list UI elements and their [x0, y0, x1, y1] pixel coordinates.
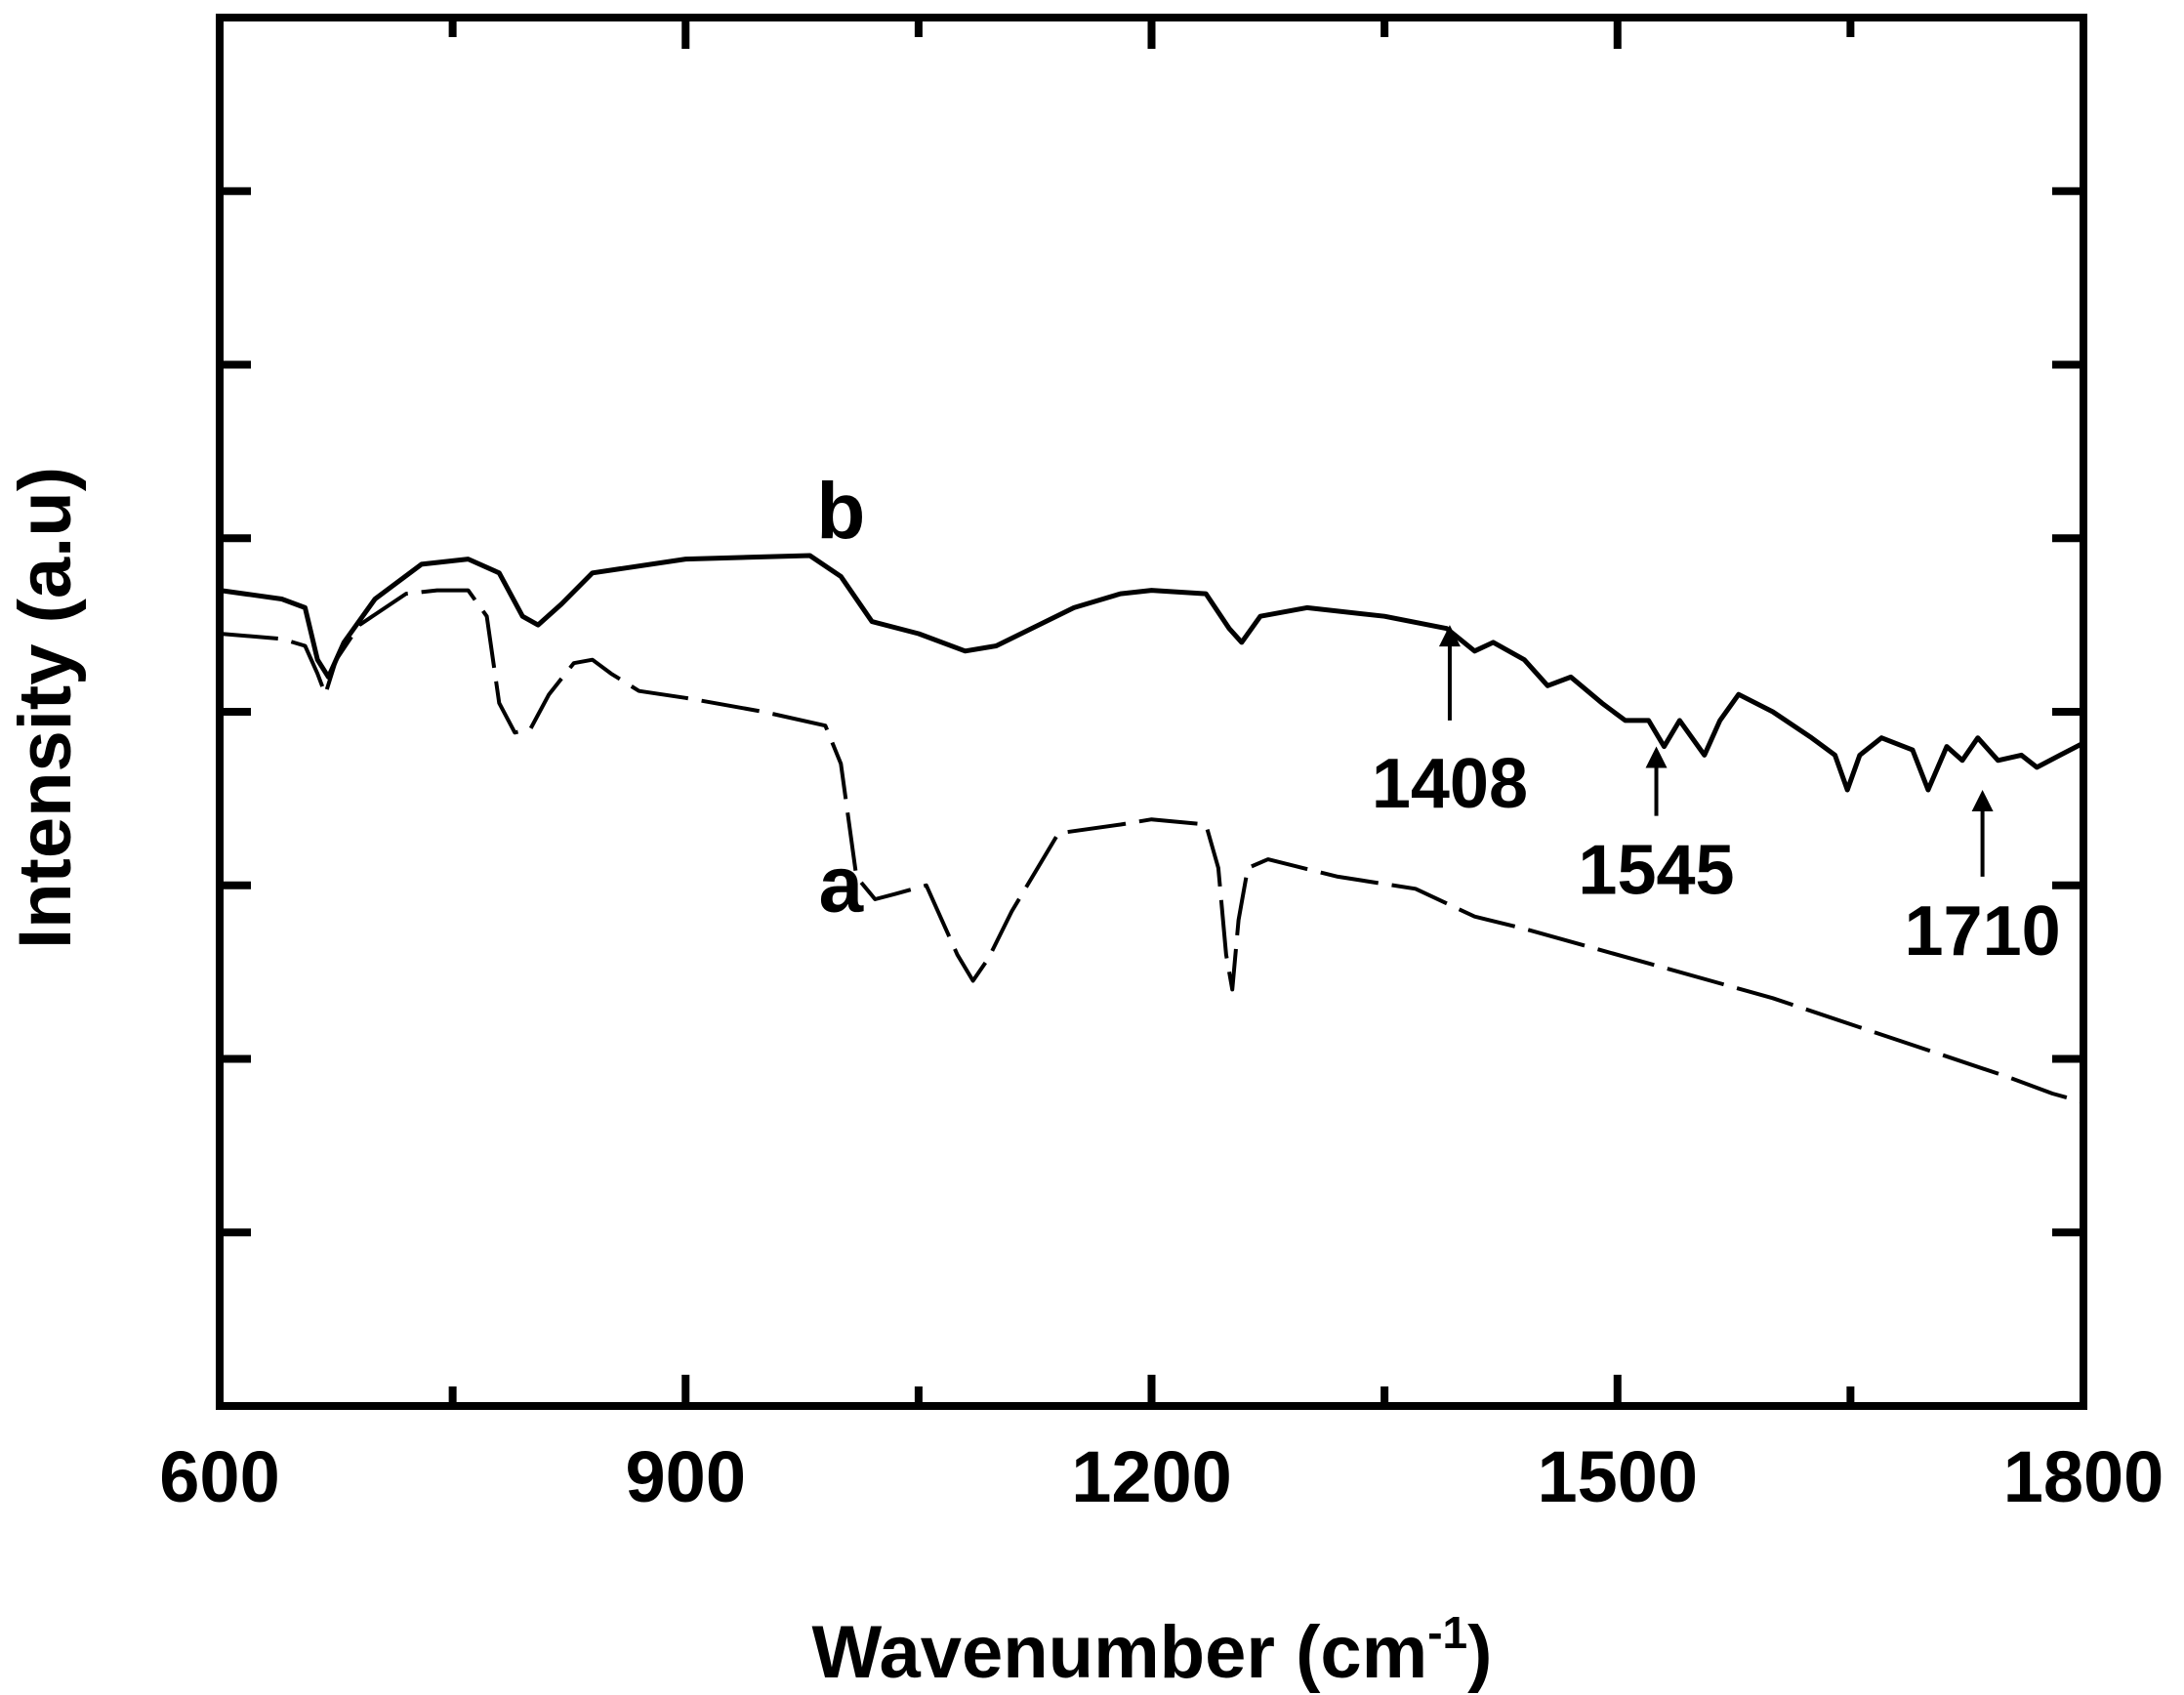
x-tick-label: 1500 [1537, 1436, 1698, 1517]
x-axis-title-main: Wavenumber (cm [812, 1611, 1428, 1694]
annotation-label: 1545 [1578, 832, 1734, 910]
annotation-layer: 1408 1545 1710 [1372, 625, 2061, 971]
axis-ticks [216, 18, 2087, 1406]
x-axis-title-sup: -1 [1427, 1607, 1467, 1658]
y-axis-title: Intensity (a.u) [4, 467, 87, 949]
annotation-arrow-head [1971, 789, 1994, 811]
series-label-a: a [819, 840, 865, 929]
series-a-line [219, 588, 2084, 1104]
series-label-b: b [816, 467, 865, 556]
x-tick-label: 1800 [2003, 1436, 2164, 1517]
annotation-arrow-head [1645, 746, 1668, 768]
series-layer: ab [219, 467, 2085, 1104]
x-axis-title: Wavenumber (cm-1) [812, 1607, 1493, 1694]
x-tick-label: 900 [626, 1436, 746, 1517]
annotation-arrow-head [1438, 625, 1461, 647]
x-tick-labels: 600 900 1200 1500 1800 [159, 1436, 2163, 1517]
annotation-label: 1408 [1372, 745, 1528, 823]
annotation-label: 1710 [1905, 892, 2061, 971]
series-b-line [219, 553, 2085, 793]
x-tick-label: 600 [159, 1436, 279, 1517]
x-axis-title-close: ) [1467, 1611, 1492, 1694]
x-tick-label: 1200 [1071, 1436, 1232, 1517]
plot-frame [216, 14, 2087, 1410]
